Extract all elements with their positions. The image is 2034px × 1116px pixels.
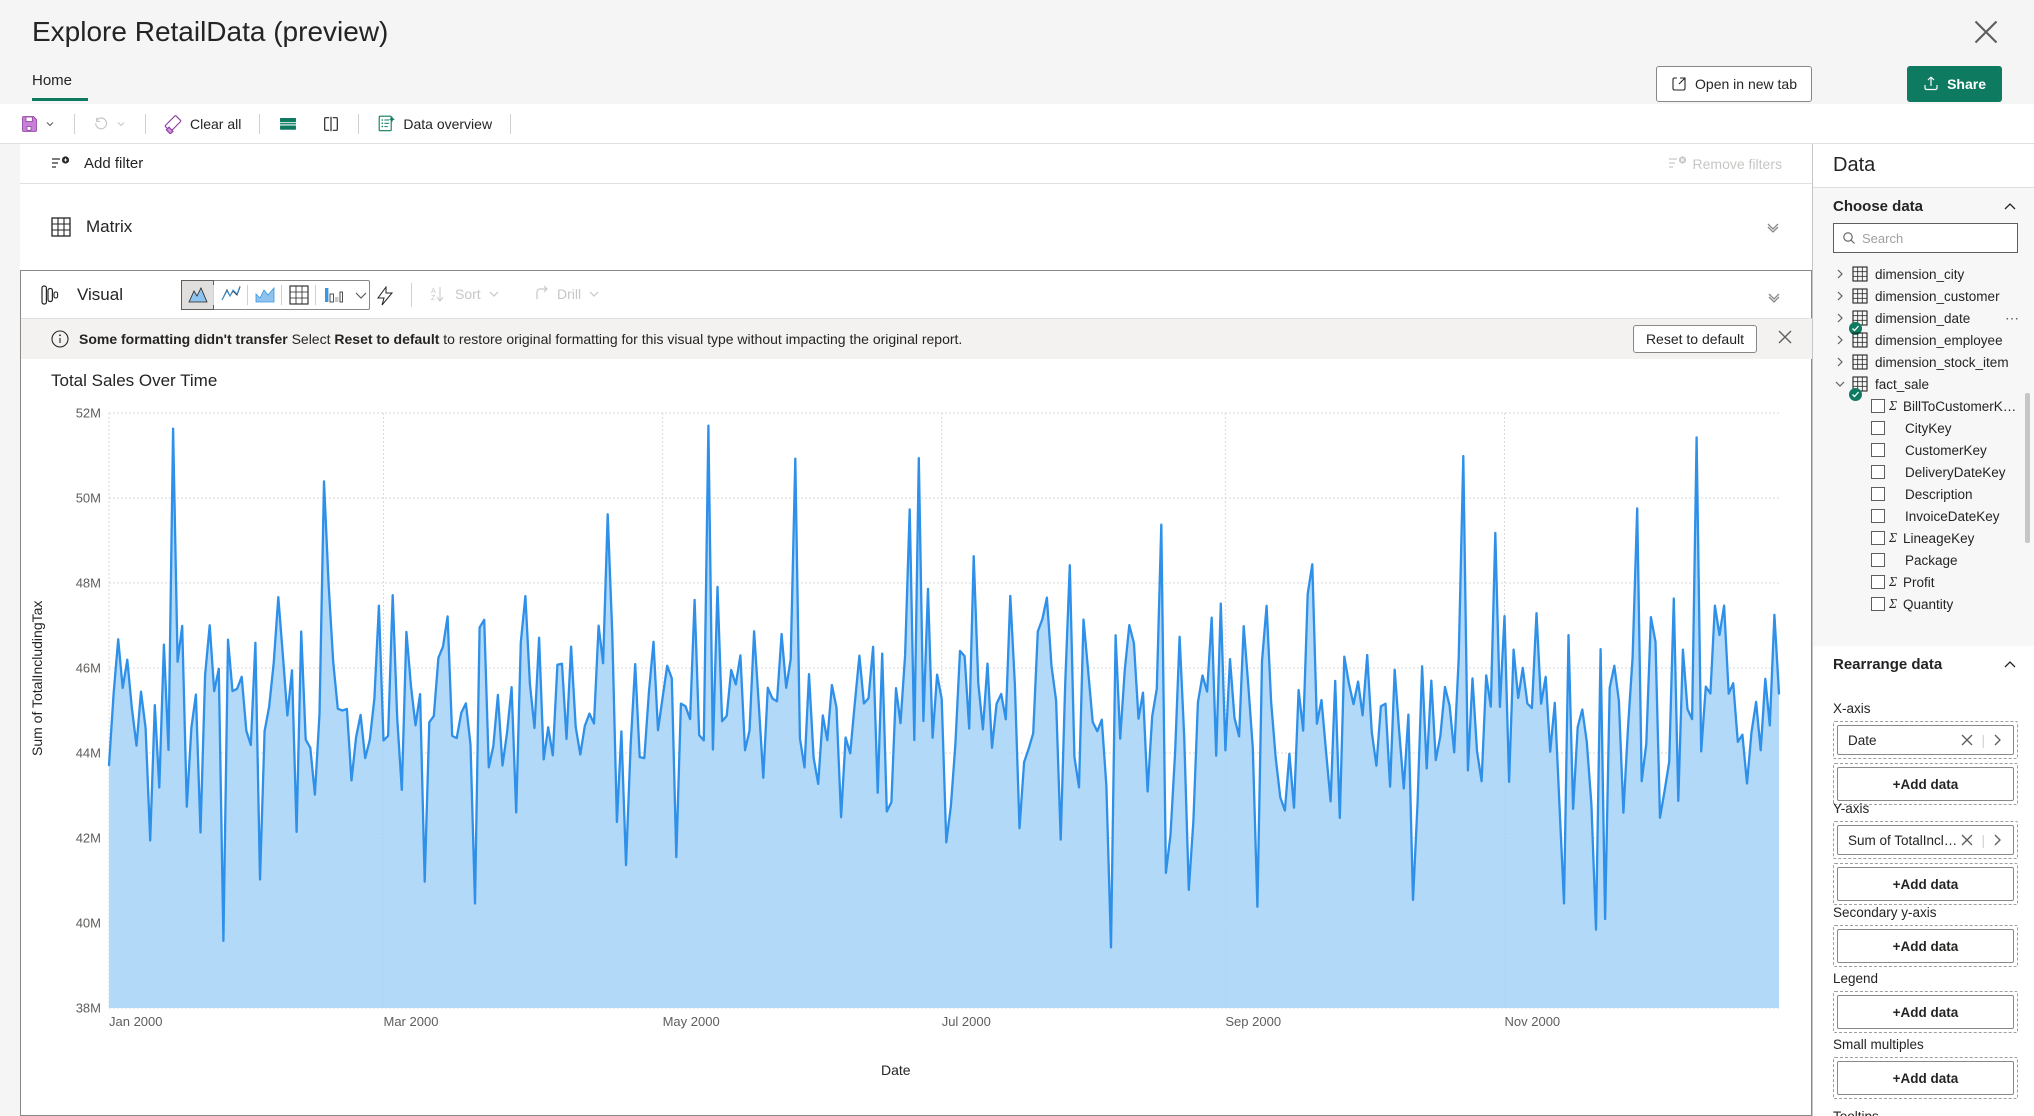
svg-text:A: A — [431, 288, 436, 295]
svg-text:Z: Z — [431, 295, 436, 302]
